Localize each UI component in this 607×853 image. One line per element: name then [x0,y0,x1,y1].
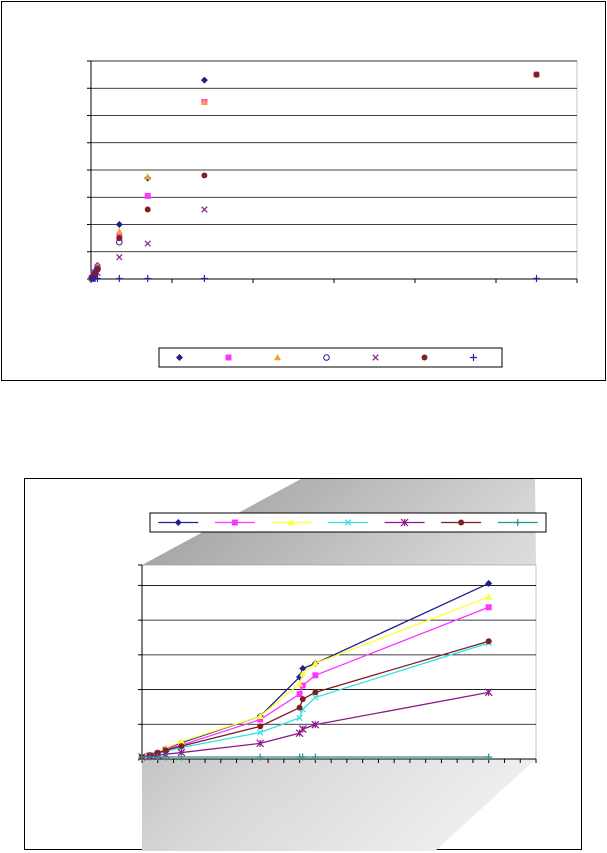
data-point [144,192,151,199]
data-point [93,274,101,282]
data-point [485,638,492,645]
data-point [144,206,151,213]
data-point [201,206,208,213]
data-point [296,691,303,698]
data-point [256,729,264,736]
data-point [115,274,123,282]
data-point [256,739,265,748]
legend-marker [372,354,379,361]
data-point [312,672,319,679]
series-line [141,596,489,758]
data-point [533,71,540,78]
series-line [141,691,489,758]
legend-marker [287,519,295,526]
data-point [154,749,161,756]
data-point [312,694,319,701]
plot-area [141,564,537,760]
data-point [485,753,493,761]
data-point [257,723,264,730]
legend-marker [174,519,182,526]
line-chart [138,479,547,851]
data-point [299,696,306,703]
data-point [299,665,307,673]
data-point [144,274,152,282]
data-point [485,593,493,600]
data-point [256,712,264,719]
data-point [146,753,154,761]
line-chart-panel [24,478,582,851]
series-7 [88,274,540,282]
data-point [296,714,303,722]
data-point [296,680,304,687]
legend-marker [344,519,352,526]
series-6 [139,638,492,760]
legend-marker [458,519,465,526]
legend-marker [225,354,232,361]
series-line [141,640,489,758]
data-point [311,659,319,667]
data-point [312,689,319,696]
legend-marker [400,518,409,527]
legend-marker [470,354,477,361]
legend-marker [421,354,428,361]
legend [149,512,547,533]
data-point [257,716,264,723]
data-point [94,266,101,273]
data-point [138,753,146,761]
data-point [178,743,185,750]
series-7 [138,753,493,761]
scatter-chart [87,60,578,368]
data-point [116,235,123,242]
data-point [256,753,264,761]
data-point [116,253,123,261]
data-point [298,725,307,734]
data-point [533,274,540,282]
scatter-chart-panel [1,1,606,381]
legend-marker [514,519,522,526]
data-point [162,753,170,761]
data-point [299,753,307,761]
data-point [144,240,151,247]
data-point [485,604,492,611]
data-point [162,747,169,754]
legend-marker [176,354,183,361]
data-point [177,738,185,745]
legend [158,347,503,368]
data-point [144,173,152,180]
data-point [115,221,123,228]
data-point [177,753,185,761]
data-point [201,172,208,179]
legend-marker [323,354,330,361]
data-point [115,227,123,235]
data-point [299,670,307,677]
data-point [485,579,493,587]
data-point [299,682,306,689]
data-point [154,753,162,761]
legend-marker [231,519,238,526]
data-point [311,753,319,761]
data-point [200,76,208,84]
legend-box [158,347,503,368]
data-point [200,98,208,105]
data-point [484,688,493,697]
data-point [295,729,304,738]
data-point [200,274,208,282]
data-point [296,704,303,711]
data-point [311,720,320,729]
legend-marker [274,354,281,361]
